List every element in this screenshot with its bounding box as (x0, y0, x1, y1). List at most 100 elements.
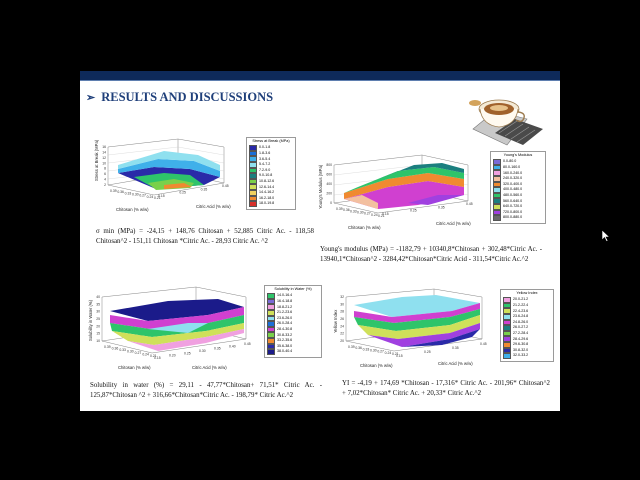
legend-label: 3.6-5.4 (259, 156, 271, 161)
x-tick-label: 0.30 (370, 349, 377, 353)
legend-swatch (267, 326, 275, 333)
y-tick-label: 35 (96, 302, 100, 306)
yellow-legend-items: 20.0-21.2 21.2-22.4 22.4-23.6 23.6-24.8 24.8… (503, 297, 551, 359)
legend-swatch (267, 343, 275, 350)
y-tick-label: 40 (96, 295, 100, 299)
z-tick-label: 0.45 (222, 184, 229, 188)
x-tick-label: 0.27 (377, 350, 384, 354)
legend-item: 12.6-14.4 (249, 184, 293, 190)
legend-label: 160.0-240.0 (503, 170, 523, 175)
yellow-index-plot: Yellow Index Chitosan (% w/w) Citric Aci… (332, 287, 560, 379)
yellow-surface-band (402, 329, 480, 347)
y-tick-label: 20 (96, 324, 100, 328)
legend-label: 1.8-3.6 (259, 150, 271, 155)
legend-swatch (267, 332, 275, 338)
legend-swatch (493, 198, 501, 204)
legend-item: 240.0-320.0 (493, 175, 543, 182)
legend-swatch (249, 156, 257, 162)
legend-swatch (503, 325, 511, 331)
x-tick-label: 0.30 (127, 350, 134, 354)
x-tick-label: 0.24 (147, 195, 154, 199)
y-tick-label: 32 (340, 295, 344, 299)
y-tick-label: 2 (104, 183, 106, 187)
z-tick-label: 0.20 (169, 354, 176, 358)
legend-item: 1.8-3.6 (249, 150, 293, 157)
legend-label: 33.2-35.6 (277, 338, 293, 343)
x-tick-label: 0.30 (132, 193, 139, 197)
legend-swatch (503, 353, 511, 359)
stress-legend: Stress at Break (MPa) 0.0-1.8 1.8-3.6 3.6-… (246, 137, 296, 210)
legend-label: 5.4-7.2 (259, 162, 271, 167)
legend-label: 16.4-18.8 (277, 298, 293, 303)
legend-swatch (249, 184, 257, 190)
young-surface (344, 163, 464, 209)
solubility-surface-band (110, 315, 244, 337)
legend-swatch (503, 330, 511, 337)
legend-swatch (249, 150, 257, 157)
legend-swatch (249, 145, 257, 151)
legend-label: 12.6-14.4 (259, 184, 275, 189)
youngs-modulus-plot: Young's Modulus (MPa) Chitosan (% w/w) C… (318, 147, 558, 237)
legend-swatch (249, 178, 257, 185)
yellow-surface-svg: Yellow Index Chitosan (% w/w) Citric Aci… (333, 288, 487, 368)
solubility-x-axis-label: Chitosan (% w/w) (118, 365, 151, 370)
legend-item: 23.6-26.0 (267, 315, 319, 322)
legend-item: 320.0-400.0 (493, 181, 543, 188)
legend-label: 26.0-27.2 (513, 325, 529, 330)
young-x-ticks: 0.39 0.36 0.33 0.30 0.27 0.24 0.21 (336, 207, 385, 218)
y-tick-label: 14 (102, 150, 106, 154)
legend-item: 640.0-720.0 (493, 203, 543, 210)
legend-swatch (503, 313, 511, 320)
yellow-y-axis-label: Yellow Index (333, 309, 338, 333)
z-tick-label: 0.15 (382, 212, 389, 216)
legend-swatch (493, 187, 501, 193)
legend-swatch (493, 175, 501, 182)
stress-surface-band (118, 151, 220, 171)
x-tick-label: 0.30 (357, 211, 364, 215)
legend-item: 14.0-16.4 (267, 293, 319, 299)
z-tick-label: 0.35 (201, 187, 208, 191)
y-tick-label: 8 (104, 167, 106, 171)
legend-swatch (503, 308, 511, 314)
legend-label: 23.6-26.0 (277, 315, 293, 320)
z-tick-label: 0.25 (424, 350, 431, 354)
solubility-plot: Solubility in Water (%) Chitosan (% w/w)… (88, 285, 328, 377)
y-tick-label: 30 (96, 310, 100, 314)
legend-swatch (249, 173, 257, 179)
legend-label: 640.0-720.0 (503, 204, 523, 209)
x-tick-label: 0.39 (348, 345, 355, 349)
x-tick-label: 0.33 (363, 347, 370, 351)
legend-swatch (493, 159, 501, 165)
legend-item: 38.0-40.4 (267, 349, 319, 355)
legend-item: 22.4-23.6 (503, 308, 551, 314)
x-tick-label: 0.36 (112, 347, 119, 351)
solubility-surface-band (148, 323, 208, 333)
stress-y-axis-label: Stress at Break (MPa) (94, 139, 99, 181)
legend-swatch (267, 315, 275, 322)
legend-swatch (503, 319, 511, 326)
solubility-legend-items: 14.0-16.4 16.4-18.8 18.8-21.2 21.2-23.6 23.6… (267, 293, 319, 355)
coffee-cup-icon (469, 99, 543, 146)
x-tick-label: 0.39 (104, 345, 111, 349)
young-legend-title: Young's Modulus (503, 153, 533, 157)
stress-surface-band (164, 183, 192, 189)
x-tick-label: 0.24 (385, 351, 392, 355)
legend-label: 320.0-400.0 (503, 181, 523, 186)
legend-item: 560.0-640.0 (493, 198, 543, 204)
solubility-surface-band (110, 299, 244, 321)
legend-label: 400.0-480.0 (503, 187, 523, 192)
stress-legend-title: Stress at Break (MPa) (252, 139, 290, 143)
legend-swatch (267, 349, 275, 355)
yellow-y-ticks: 32 30 28 26 24 22 20 (340, 295, 344, 343)
young-y-axis-label: Young's Modulus (MPa) (318, 164, 323, 209)
legend-label: 30.8-33.2 (277, 332, 293, 337)
slide-title: ➢ RESULTS AND DISCUSSIONS (86, 90, 273, 105)
yellow-legend: Yellow Index 20.0-21.2 21.2-22.4 22.4-23.6… (500, 289, 554, 362)
legend-item: 28.4-29.6 (503, 336, 551, 342)
legend-swatch (493, 170, 501, 176)
z-tick-label: 0.30 (199, 349, 206, 353)
legend-item: 18.0-19.8 (249, 201, 293, 207)
young-surface-band (408, 195, 464, 205)
legend-label: 14.0-16.4 (277, 293, 293, 298)
legend-label: 800.0-880.0 (503, 215, 523, 220)
